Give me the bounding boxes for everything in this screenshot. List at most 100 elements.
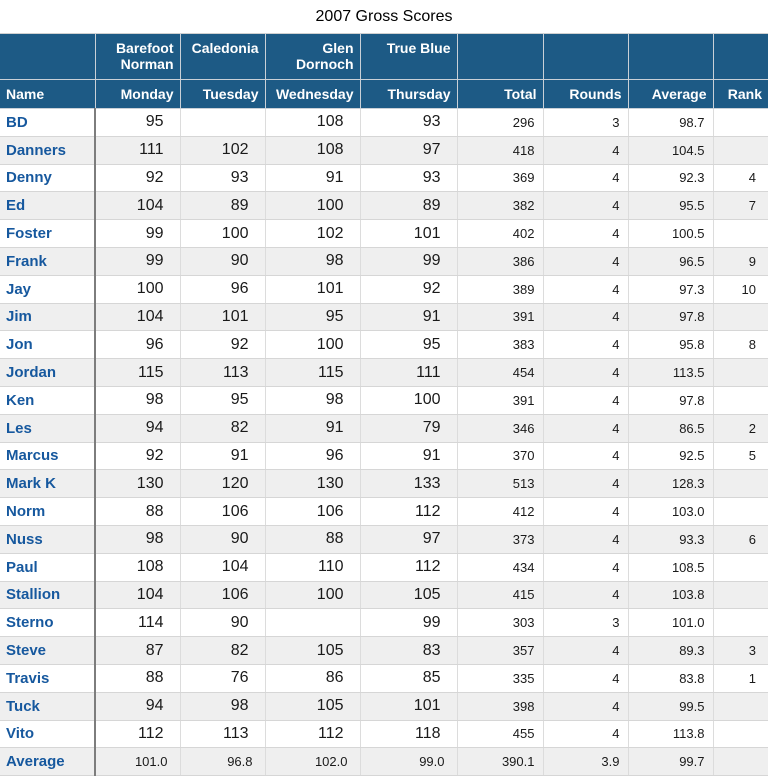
cell-name: Jordan	[0, 358, 96, 387]
cell-average: 99.5	[627, 692, 713, 721]
cell-rounds: 4	[542, 664, 628, 693]
cell-rounds: 4	[542, 525, 628, 554]
column-header-row: Name Monday Tuesday Wednesday Thursday T…	[0, 79, 768, 109]
cell-tuesday: 106	[179, 581, 265, 610]
cell-total: 346	[456, 414, 543, 443]
table-row: Paul 108 104 110 112 434 4 108.5	[0, 553, 768, 582]
cell-monday: 112	[94, 720, 180, 749]
cell-total: 303	[456, 608, 543, 638]
cell-rounds: 4	[542, 581, 628, 610]
cell-thursday: 91	[359, 303, 457, 332]
cell-rounds: 4	[542, 358, 628, 387]
cell-wednesday: 105	[264, 636, 360, 665]
cell-rounds: 4	[542, 553, 628, 582]
cell-total: 402	[456, 219, 543, 248]
cell-thursday: 99	[359, 247, 457, 276]
cell-monday: 98	[94, 525, 180, 554]
cell-name: Danners	[0, 136, 96, 165]
cell-tuesday: 90	[179, 525, 265, 554]
cell-average: 128.3	[627, 469, 713, 499]
cell-total: 369	[456, 164, 543, 193]
gross-scores-table: Barefoot Norman Caledonia Glen Dornoch T…	[0, 33, 768, 776]
cell-average: 92.3	[627, 164, 713, 193]
cell-rank	[712, 303, 768, 332]
column-header-average: Average	[627, 79, 713, 109]
table-header: Barefoot Norman Caledonia Glen Dornoch T…	[0, 33, 768, 109]
cell-thursday: 95	[359, 330, 457, 360]
cell-rounds: 4	[542, 191, 628, 221]
cell-monday: 99	[94, 247, 180, 276]
cell-thursday: 97	[359, 525, 457, 554]
cell-tuesday: 90	[179, 608, 265, 638]
cell-total: 386	[456, 247, 543, 276]
cell-rounds: 3	[542, 108, 628, 137]
cell-monday: 108	[94, 553, 180, 582]
cell-rounds: 4	[542, 164, 628, 193]
table-row: Jay 100 96 101 92 389 4 97.3 10	[0, 275, 768, 304]
cell-rank	[712, 581, 768, 610]
cell-tuesday: 82	[179, 636, 265, 665]
cell-name: Stallion	[0, 581, 96, 610]
cell-thursday: 93	[359, 164, 457, 193]
cell-name: Nuss	[0, 525, 96, 554]
cell-wednesday: 100	[264, 191, 360, 221]
cell-name: Jay	[0, 275, 96, 304]
cell-rank	[712, 720, 768, 749]
cell-thursday: 118	[359, 720, 457, 749]
cell-average: 113.8	[627, 720, 713, 749]
cell-name: Mark K	[0, 469, 96, 499]
cell-rounds: 4	[542, 247, 628, 276]
cell-total: 415	[456, 581, 543, 610]
cell-tuesday: 113	[179, 720, 265, 749]
cell-total: 335	[456, 664, 543, 693]
table-row: Jim 104 101 95 91 391 4 97.8	[0, 303, 768, 332]
course-header-empty	[456, 33, 543, 80]
cell-rank: 8	[712, 330, 768, 360]
cell-rank	[712, 497, 768, 526]
cell-thursday: 89	[359, 191, 457, 221]
course-header-glen-dornoch: Glen Dornoch	[264, 33, 360, 80]
cell-wednesday: 110	[264, 553, 360, 582]
cell-monday: 104	[94, 191, 180, 221]
cell-name: Ken	[0, 386, 96, 415]
column-header-monday: Monday	[94, 79, 180, 109]
cell-thursday: 83	[359, 636, 457, 665]
cell-monday: 87	[94, 636, 180, 665]
course-header-empty	[0, 33, 95, 80]
cell-name: Steve	[0, 636, 96, 665]
cell-name: Sterno	[0, 608, 96, 638]
table-row: Steve 87 82 105 83 357 4 89.3 3	[0, 636, 768, 665]
cell-rounds: 4	[542, 497, 628, 526]
cell-rank: 2	[712, 414, 768, 443]
cell-wednesday: 106	[264, 497, 360, 526]
cell-monday: 100	[94, 275, 180, 304]
cell-average: 97.8	[627, 386, 713, 415]
cell-thursday: 79	[359, 414, 457, 443]
cell-tuesday	[179, 108, 265, 137]
cell-monday: 111	[94, 136, 180, 165]
cell-wednesday: 100	[264, 330, 360, 360]
cell-monday: 104	[94, 303, 180, 332]
cell-thursday: 99.0	[359, 747, 457, 776]
column-header-rank: Rank	[712, 79, 768, 109]
cell-tuesday: 113	[179, 358, 265, 387]
cell-thursday: 105	[359, 581, 457, 610]
table-row: Tuck 94 98 105 101 398 4 99.5	[0, 692, 768, 721]
cell-average: 83.8	[627, 664, 713, 693]
cell-rank: 4	[712, 164, 768, 193]
cell-wednesday: 130	[264, 469, 360, 499]
cell-tuesday: 101	[179, 303, 265, 332]
cell-wednesday: 102.0	[264, 747, 360, 776]
cell-wednesday	[264, 608, 360, 638]
cell-tuesday: 91	[179, 442, 265, 471]
cell-tuesday: 95	[179, 386, 265, 415]
cell-average: 98.7	[627, 108, 713, 137]
cell-average: 103.0	[627, 497, 713, 526]
cell-rounds: 4	[542, 442, 628, 471]
cell-tuesday: 98	[179, 692, 265, 721]
cell-average: 93.3	[627, 525, 713, 554]
cell-average: 100.5	[627, 219, 713, 248]
table-row: Denny 92 93 91 93 369 4 92.3 4	[0, 164, 768, 193]
cell-thursday: 112	[359, 497, 457, 526]
table-row: BD 95 108 93 296 3 98.7	[0, 108, 768, 137]
